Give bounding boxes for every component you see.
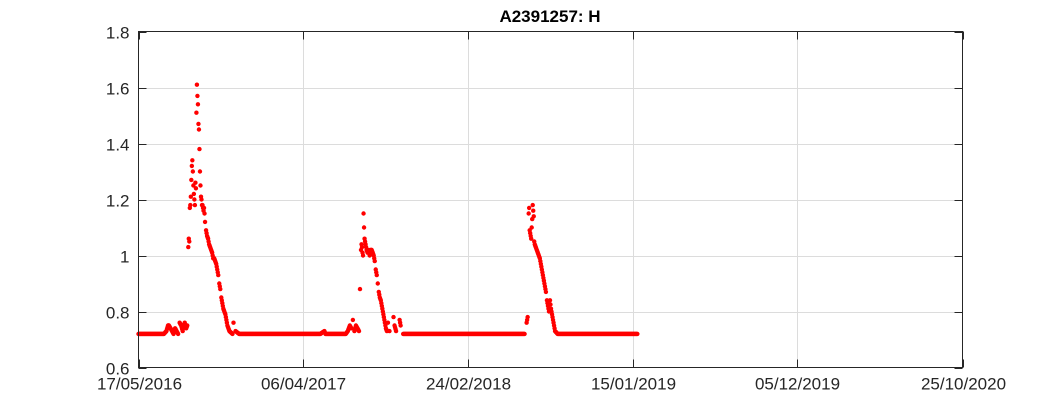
data-point bbox=[188, 194, 194, 199]
data-point bbox=[193, 186, 199, 191]
data-point bbox=[393, 328, 399, 334]
data-point bbox=[525, 314, 530, 320]
data-points bbox=[136, 82, 640, 337]
data-point bbox=[359, 244, 365, 250]
data-point bbox=[198, 183, 203, 188]
x-tick-label: 15/01/2019 bbox=[591, 375, 676, 394]
data-point bbox=[548, 302, 553, 307]
data-point bbox=[197, 169, 203, 174]
data-point bbox=[175, 331, 181, 337]
data-point bbox=[195, 102, 201, 107]
data-point bbox=[216, 272, 221, 278]
data-point bbox=[349, 326, 354, 331]
data-point bbox=[522, 331, 527, 337]
data-point bbox=[193, 180, 198, 185]
data-point bbox=[191, 191, 197, 197]
data-point bbox=[187, 239, 192, 244]
data-point bbox=[188, 202, 193, 208]
data-point bbox=[190, 169, 196, 174]
data-point bbox=[635, 331, 640, 337]
data-point bbox=[350, 317, 356, 323]
data-point bbox=[398, 323, 403, 328]
y-tick-label: 1.6 bbox=[106, 80, 130, 99]
data-point bbox=[529, 236, 534, 241]
data-point bbox=[192, 197, 197, 202]
data-point bbox=[547, 298, 553, 303]
y-axis: 0.6 0.8 1 1.2 1.4 1.6 1.8 bbox=[106, 24, 963, 379]
chart-title: A2391257: H bbox=[499, 7, 600, 26]
plot-area bbox=[138, 31, 962, 367]
data-point bbox=[357, 286, 363, 292]
data-point bbox=[189, 163, 195, 169]
data-point bbox=[385, 320, 391, 325]
x-tick-label: 05/12/2019 bbox=[755, 375, 840, 394]
data-point bbox=[526, 205, 532, 211]
data-point bbox=[375, 281, 380, 286]
data-point bbox=[199, 197, 204, 202]
data-point bbox=[531, 208, 536, 213]
data-point bbox=[201, 205, 207, 211]
data-point bbox=[231, 320, 236, 325]
data-point bbox=[391, 314, 396, 320]
x-tick-label: 17/05/2016 bbox=[97, 375, 182, 394]
data-point bbox=[361, 225, 367, 230]
data-point bbox=[230, 331, 235, 337]
y-tick-label: 0.6 bbox=[106, 360, 130, 379]
x-tick-label: 25/10/2020 bbox=[921, 375, 1006, 394]
plot-frame bbox=[138, 31, 963, 368]
data-point bbox=[202, 211, 207, 216]
data-point bbox=[360, 253, 366, 258]
data-point bbox=[361, 211, 366, 216]
data-point bbox=[530, 202, 535, 208]
y-tick-label: 1.2 bbox=[106, 192, 130, 211]
data-point bbox=[189, 177, 194, 183]
data-point bbox=[186, 244, 191, 250]
data-point bbox=[197, 146, 202, 152]
data-point bbox=[195, 93, 200, 99]
y-tick-label: 1.4 bbox=[106, 136, 130, 155]
grid-lines bbox=[138, 31, 963, 368]
x-tick-label: 24/02/2018 bbox=[426, 375, 511, 394]
y-tick-label: 1.8 bbox=[106, 24, 130, 43]
x-tick-label: 06/04/2017 bbox=[261, 375, 346, 394]
data-point bbox=[185, 323, 190, 328]
data-point bbox=[190, 158, 195, 163]
data-point bbox=[543, 289, 549, 295]
data-point bbox=[387, 328, 392, 334]
data-point bbox=[202, 219, 208, 225]
data-point bbox=[196, 127, 202, 132]
data-point bbox=[526, 211, 531, 216]
data-point bbox=[356, 328, 362, 334]
data-point bbox=[194, 82, 200, 87]
data-point bbox=[531, 214, 536, 219]
y-tick-label: 0.8 bbox=[106, 304, 130, 323]
data-point bbox=[196, 121, 201, 127]
x-axis: 17/05/2016 06/04/2017 24/02/2018 15/01/2019… bbox=[97, 31, 1006, 394]
data-point bbox=[218, 286, 223, 292]
data-point bbox=[372, 258, 377, 264]
data-point bbox=[529, 225, 534, 230]
data-point bbox=[194, 110, 199, 115]
data-point bbox=[192, 202, 198, 208]
data-point bbox=[374, 272, 379, 278]
y-tick-label: 1 bbox=[120, 248, 129, 267]
